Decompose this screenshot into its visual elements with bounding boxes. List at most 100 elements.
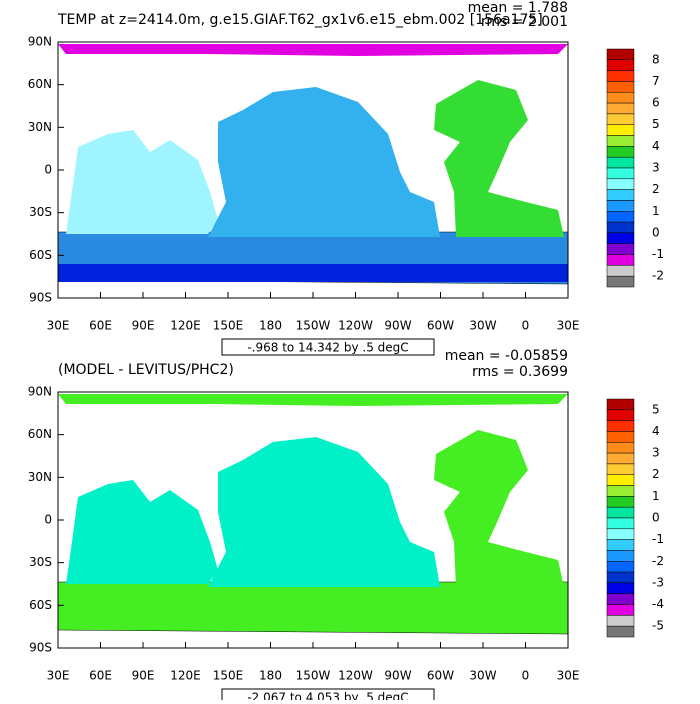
lon-label: 150E xyxy=(213,669,244,683)
lon-label: 120E xyxy=(170,669,201,683)
panel-title: (MODEL - LEVITUS/PHC2) xyxy=(58,362,234,378)
colorbar-box xyxy=(606,221,635,234)
colorbar-box xyxy=(606,561,635,573)
colorbar-label: 3 xyxy=(652,446,660,460)
colorbar-label: -2 xyxy=(652,554,664,568)
colorbar-box xyxy=(606,81,635,93)
lon-label: 30W xyxy=(469,319,496,333)
colorbar-box xyxy=(606,124,635,136)
colorbar-box xyxy=(606,409,635,421)
lon-label: 150E xyxy=(213,319,244,333)
colorbar-label: 2 xyxy=(652,182,660,196)
lon-label: 30E xyxy=(47,669,70,683)
lat-label: 30N xyxy=(28,120,52,134)
colorbar-label: -4 xyxy=(652,597,664,611)
lon-label: 90W xyxy=(384,319,411,333)
lon-label: 90E xyxy=(132,319,155,333)
lat-label: 60N xyxy=(28,427,52,441)
lon-label: 60W xyxy=(427,669,454,683)
colorbar-box xyxy=(606,593,635,605)
range-box xyxy=(221,338,435,356)
lon-label: 30E xyxy=(557,319,580,333)
ocean-region xyxy=(208,437,440,587)
lon-label: 90E xyxy=(132,669,155,683)
ocean-region xyxy=(58,394,568,406)
colorbar-label: 5 xyxy=(652,117,660,131)
colorbar-box xyxy=(606,442,635,454)
lon-label: 180 xyxy=(259,319,282,333)
colorbar-box xyxy=(606,420,635,432)
colorbar-box xyxy=(606,474,635,486)
range-label: -.968 to 14.342 by .5 degC xyxy=(247,341,408,355)
colorbar-box xyxy=(606,431,635,443)
lon-label: 0 xyxy=(522,319,530,333)
colorbar-box xyxy=(606,506,635,519)
colorbar-box xyxy=(606,496,635,508)
lon-label: 60E xyxy=(89,319,112,333)
ocean-region xyxy=(434,80,564,237)
panel-title: TEMP at z=2414.0m, g.e15.GIAF.T62_gx1v6.… xyxy=(57,12,543,28)
colorbar-label: 0 xyxy=(652,225,660,239)
colorbar-label: 0 xyxy=(652,511,660,525)
colorbar-box xyxy=(606,211,635,223)
colorbar-box xyxy=(606,92,635,104)
colorbar-box xyxy=(606,582,635,594)
colorbar-box xyxy=(606,135,635,147)
colorbar-box xyxy=(606,625,635,638)
colorbar-box xyxy=(606,102,635,115)
lon-label: 30W xyxy=(469,669,496,683)
lon-label: 30E xyxy=(47,319,70,333)
colorbar-box xyxy=(606,528,635,540)
rms-label: rms = 0.3699 xyxy=(472,364,568,380)
colorbar-label: -2 xyxy=(652,269,664,283)
lat-label: 60S xyxy=(29,248,52,262)
lat-label: 60N xyxy=(28,77,52,91)
colorbar-label: 2 xyxy=(652,467,660,481)
colorbar-label: -1 xyxy=(652,247,664,261)
colorbar-box xyxy=(606,452,635,465)
colorbar-box xyxy=(606,59,635,71)
lon-label: 30E xyxy=(557,669,580,683)
colorbar-label: 6 xyxy=(652,96,660,110)
colorbar-box xyxy=(606,539,635,551)
range-label: -2.067 to 4.053 by .5 degC xyxy=(247,691,408,701)
lon-label: 120W xyxy=(338,669,373,683)
lat-label: 0 xyxy=(44,163,52,177)
colorbar-label: -1 xyxy=(652,532,664,546)
colorbar-label: 4 xyxy=(652,424,660,438)
colorbar-label: 7 xyxy=(652,74,660,88)
ocean-region xyxy=(66,480,218,584)
colorbar-box xyxy=(606,48,635,61)
panel: TEMP at z=2414.0m, g.e15.GIAF.T62_gx1v6.… xyxy=(28,0,664,356)
colorbar-box xyxy=(606,167,635,180)
lon-label: 90W xyxy=(384,669,411,683)
lat-label: 90N xyxy=(28,35,52,49)
colorbar-box xyxy=(606,275,635,288)
colorbar-box xyxy=(606,265,635,277)
colorbar-label: 8 xyxy=(652,52,660,66)
lon-label: 60W xyxy=(427,319,454,333)
colorbar-label: 3 xyxy=(652,161,660,175)
colorbar-label: -5 xyxy=(652,619,664,633)
lat-label: 30N xyxy=(28,470,52,484)
ocean-region xyxy=(58,44,568,56)
colorbar-box xyxy=(606,463,635,475)
mean-label: mean = -0.05859 xyxy=(445,348,568,364)
panel: (MODEL - LEVITUS/PHC2) mean = -0.05859rms… xyxy=(28,348,664,704)
colorbar-box xyxy=(606,70,635,82)
colorbar-box xyxy=(606,156,635,169)
colorbar-box xyxy=(606,550,635,562)
colorbar-box xyxy=(606,604,635,616)
colorbar-box xyxy=(606,146,635,158)
colorbar-box xyxy=(606,398,635,411)
lon-label: 0 xyxy=(522,669,530,683)
lat-label: 30S xyxy=(29,205,52,219)
colorbar-box xyxy=(606,254,635,266)
ocean-region xyxy=(434,430,564,587)
colorbar-box xyxy=(606,178,635,190)
lat-label: 90S xyxy=(29,641,52,655)
lat-label: 90N xyxy=(28,385,52,399)
colorbar-label: 1 xyxy=(652,489,660,503)
lat-label: 90S xyxy=(29,291,52,305)
